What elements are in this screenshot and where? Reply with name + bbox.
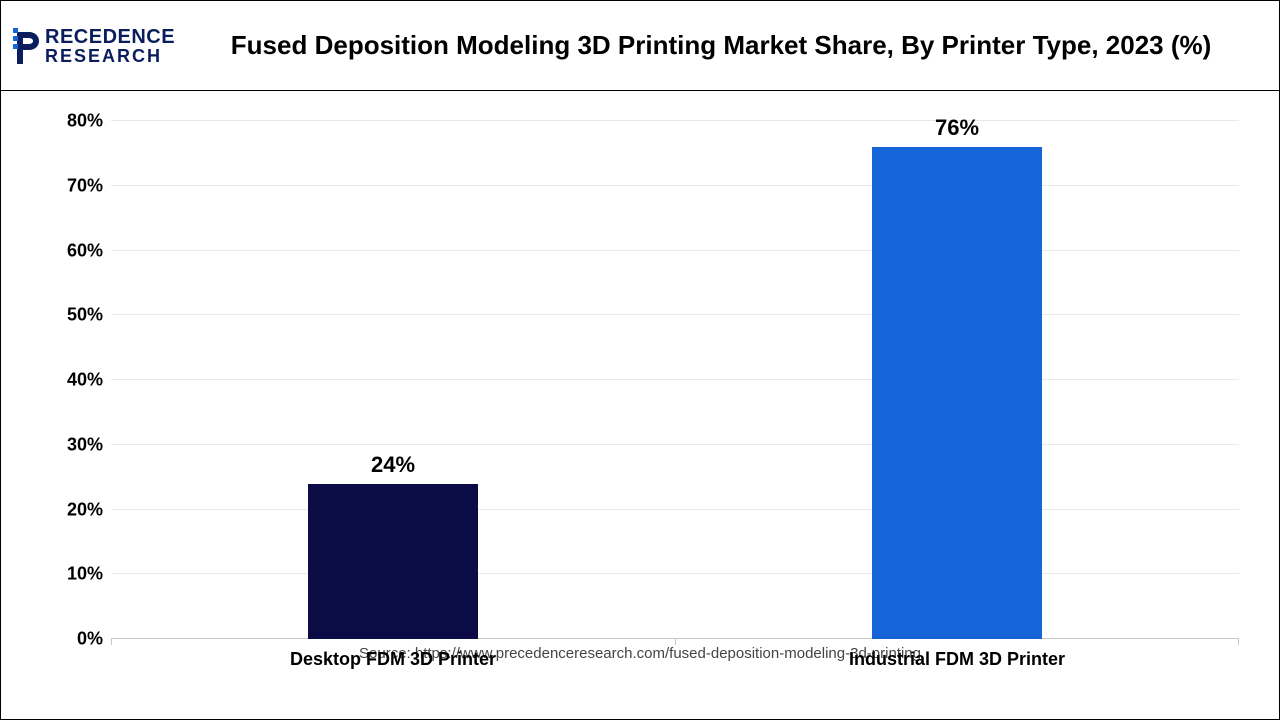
bar-slot: 76%	[675, 121, 1239, 639]
logo-text-bottom: RESEARCH	[45, 47, 175, 65]
y-tick: 60%	[67, 240, 103, 261]
y-tick: 20%	[67, 499, 103, 520]
y-tick: 80%	[67, 111, 103, 132]
y-tick: 30%	[67, 434, 103, 455]
y-tick: 40%	[67, 370, 103, 391]
bar-value-label: 24%	[111, 452, 675, 478]
y-tick: 10%	[67, 564, 103, 585]
logo-text-top: RECEDENCE	[45, 27, 175, 47]
chart-title: Fused Deposition Modeling 3D Printing Ma…	[195, 29, 1247, 62]
bars-container: 24% 76%	[111, 121, 1239, 639]
chart-frame: RECEDENCE RESEARCH Fused Deposition Mode…	[0, 0, 1280, 720]
x-label: Desktop FDM 3D Printer	[111, 649, 675, 670]
logo-text: RECEDENCE RESEARCH	[45, 27, 175, 65]
y-tick: 70%	[67, 175, 103, 196]
bar-slot: 24%	[111, 121, 675, 639]
bar-desktop	[308, 484, 478, 639]
logo: RECEDENCE RESEARCH	[13, 26, 175, 66]
y-tick: 50%	[67, 305, 103, 326]
header: RECEDENCE RESEARCH Fused Deposition Mode…	[1, 1, 1279, 91]
chart-area: 0% 10% 20% 30% 40% 50% 60% 70% 80%	[1, 91, 1279, 719]
y-axis: 0% 10% 20% 30% 40% 50% 60% 70% 80%	[31, 121, 111, 639]
title-wrap: Fused Deposition Modeling 3D Printing Ma…	[175, 29, 1267, 62]
bar-value-label: 76%	[675, 115, 1239, 141]
bar-industrial	[872, 147, 1042, 639]
y-tick: 0%	[77, 629, 103, 650]
x-axis-labels: Desktop FDM 3D Printer Industrial FDM 3D…	[111, 639, 1239, 670]
logo-icon	[13, 26, 41, 66]
plot: 0% 10% 20% 30% 40% 50% 60% 70% 80%	[31, 121, 1249, 639]
x-label: Industrial FDM 3D Printer	[675, 649, 1239, 670]
